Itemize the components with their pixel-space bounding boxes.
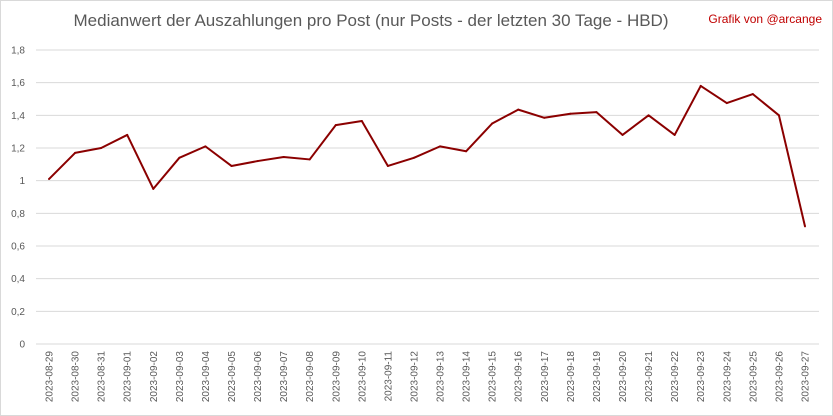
data-point [647,114,650,117]
data-point [439,145,442,148]
y-tick-label: 0,8 [11,209,25,220]
data-point [100,147,103,149]
x-tick-label: 2023-09-27 [801,351,812,403]
data-point [543,116,546,119]
x-tick-label: 2023-09-09 [331,351,342,403]
x-tick-label: 2023-09-23 [696,351,707,403]
x-tick-label: 2023-09-03 [175,351,186,403]
x-tick-label: 2023-09-07 [279,351,290,403]
data-point [334,124,337,127]
data-point [152,187,155,190]
data-point [569,112,572,115]
x-tick-label: 2023-08-31 [97,351,108,403]
x-tick-label: 2023-09-12 [409,351,420,403]
data-point [725,102,728,105]
data-point [360,120,363,123]
data-point [204,145,207,148]
y-tick-label: 1,8 [11,46,25,57]
data-point [48,178,50,181]
x-tick-label: 2023-09-26 [774,351,785,403]
y-tick-label: 1,2 [11,144,25,155]
data-point [126,133,129,136]
x-tick-label: 2023-09-05 [227,351,238,403]
data-point [178,156,181,159]
x-tick-label: 2023-09-18 [566,351,577,403]
chart-credit: Grafik von @arcange [708,12,822,26]
y-tick-label: 1,4 [11,111,25,122]
x-tick-label: 2023-09-25 [748,351,759,403]
y-tick-label: 0,4 [11,274,25,285]
data-point [751,93,754,96]
data-point [282,155,285,158]
data-point [74,151,77,154]
data-point [412,156,415,159]
data-point [673,133,676,136]
y-tick-label: 0,2 [11,307,25,318]
x-tick-label: 2023-09-11 [383,351,394,402]
data-point [308,158,311,161]
x-tick-label: 2023-09-04 [201,351,212,403]
x-tick-label: 2023-09-20 [618,351,629,403]
x-tick-label: 2023-09-16 [514,351,525,403]
data-point [699,84,702,87]
data-point [491,122,494,125]
x-tick-label: 2023-09-14 [462,351,473,403]
x-tick-label: 2023-08-29 [45,351,56,403]
y-tick-label: 0 [19,340,25,351]
x-tick-label: 2023-09-10 [357,351,368,403]
data-point [621,133,624,136]
x-tick-label: 2023-09-01 [123,351,134,403]
x-tick-label: 2023-09-22 [670,351,681,403]
x-tick-label: 2023-09-17 [540,351,551,403]
series-line [48,84,806,227]
y-tick-label: 0,6 [11,242,25,253]
data-point [230,164,233,167]
data-point [386,164,389,167]
x-tick-label: 2023-09-02 [149,351,160,403]
x-tick-label: 2023-09-15 [488,351,499,403]
data-point [256,160,259,163]
data-point [465,150,468,153]
x-tick-label: 2023-09-08 [305,351,316,403]
data-point [804,225,806,228]
data-point [517,108,520,111]
x-tick-label: 2023-08-30 [71,351,82,403]
x-tick-label: 2023-09-21 [644,351,655,403]
data-point [595,111,598,114]
x-tick-label: 2023-09-24 [722,351,733,403]
chart-title: Medianwert der Auszahlungen pro Post (nu… [73,11,669,30]
y-tick-label: 1,6 [11,78,25,89]
x-tick-label: 2023-09-06 [253,351,264,403]
x-tick-label: 2023-09-13 [436,351,447,403]
x-tick-label: 2023-09-19 [592,351,603,403]
y-tick-label: 1 [19,176,25,187]
data-point [777,114,780,117]
